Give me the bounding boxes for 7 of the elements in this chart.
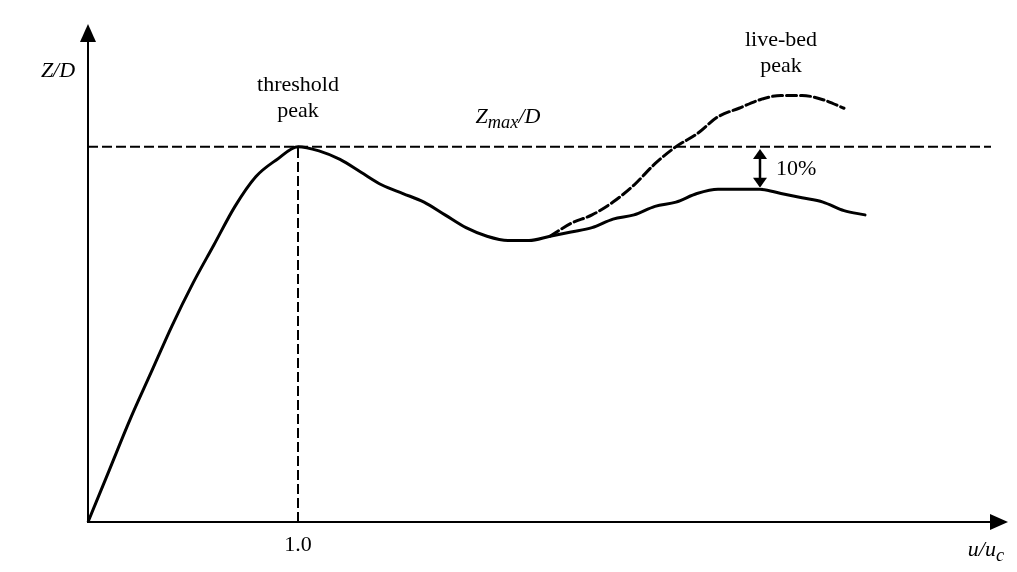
text: live-bed peak — [743, 26, 819, 78]
y-axis-title: Z/D — [39, 57, 77, 83]
annotation: threshold peak — [256, 70, 340, 123]
x-axis-title: u/u$_{c}$ — [966, 536, 1006, 568]
text: 1.0 — [284, 530, 312, 556]
annotation: 10% — [776, 154, 818, 181]
annotation: Z$_{max}$/D — [474, 102, 542, 134]
